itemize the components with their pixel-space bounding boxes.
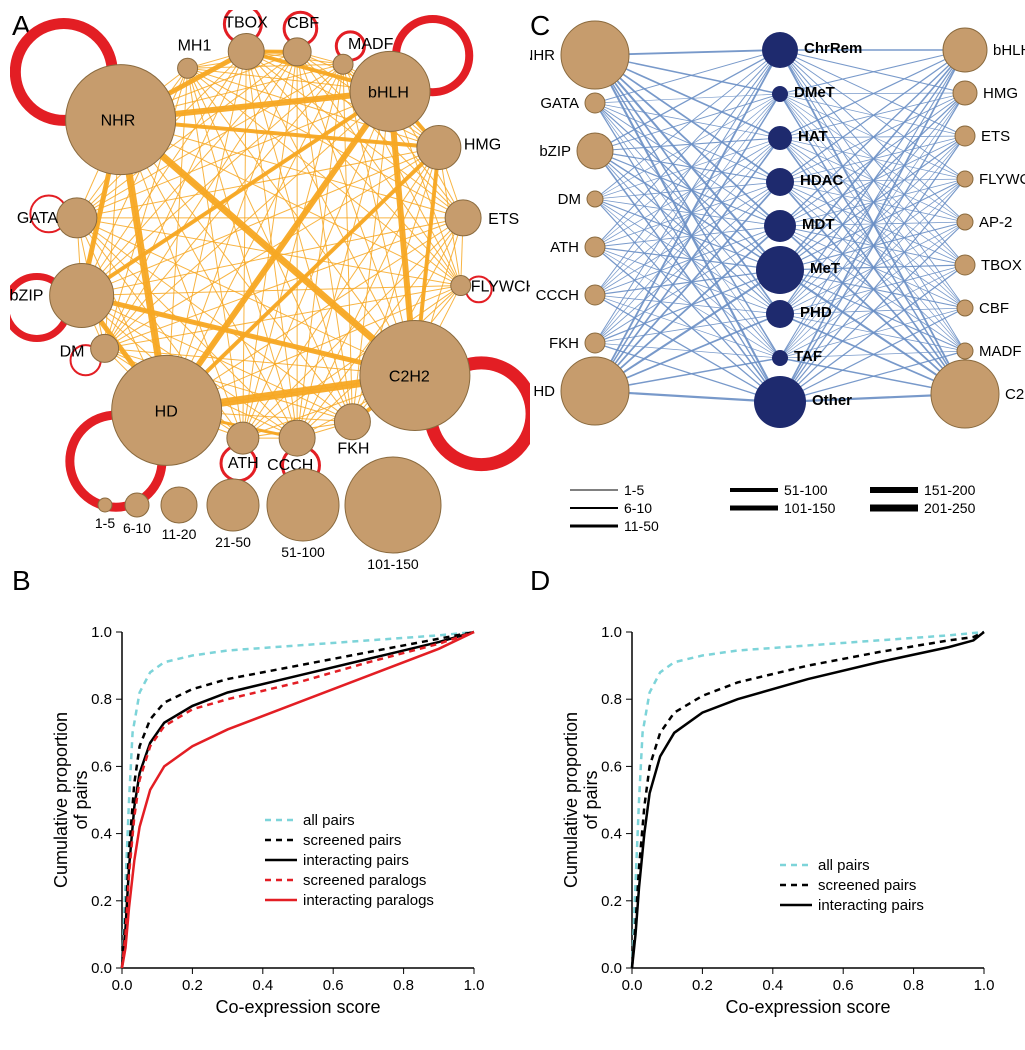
panel-D-chart: 0.0 0.2 0.4 0.6 0.8 1.0 0.0 0.2 0.4 0.6 0.8 1.0 Co-e… bbox=[520, 565, 1025, 1045]
svg-text:TAF: TAF bbox=[794, 348, 822, 365]
svg-text:HMG: HMG bbox=[464, 137, 501, 154]
svg-text:0.4: 0.4 bbox=[252, 977, 273, 994]
svg-text:Cumulative proportion: Cumulative proportion bbox=[51, 712, 71, 888]
svg-text:11-50: 11-50 bbox=[624, 518, 659, 534]
svg-text:HDAC: HDAC bbox=[800, 172, 843, 189]
panel-C-network: NHR GATA bZIP DM ATH CCCH FKH HD bHLH HMG ETS FLYWC… bbox=[530, 10, 1025, 570]
svg-text:CBF: CBF bbox=[979, 300, 1009, 317]
svg-text:GATA: GATA bbox=[540, 95, 579, 112]
svg-text:0.8: 0.8 bbox=[903, 977, 924, 994]
svg-text:all pairs: all pairs bbox=[818, 857, 870, 874]
svg-text:TBOX: TBOX bbox=[224, 14, 268, 31]
svg-text:1.0: 1.0 bbox=[601, 624, 622, 641]
svg-text:1.0: 1.0 bbox=[91, 624, 112, 641]
svg-text:1.0: 1.0 bbox=[464, 977, 485, 994]
svg-text:1-5: 1-5 bbox=[624, 482, 644, 498]
svg-text:ETS: ETS bbox=[488, 211, 519, 228]
svg-text:Co-expression score: Co-expression score bbox=[215, 997, 380, 1017]
svg-text:0.8: 0.8 bbox=[601, 691, 622, 708]
svg-text:0.6: 0.6 bbox=[323, 977, 344, 994]
svg-text:DM: DM bbox=[558, 191, 581, 208]
svg-text:6-10: 6-10 bbox=[624, 500, 652, 516]
svg-text:0.8: 0.8 bbox=[393, 977, 414, 994]
svg-text:of pairs: of pairs bbox=[71, 770, 91, 829]
svg-text:0.2: 0.2 bbox=[182, 977, 203, 994]
svg-text:201-250: 201-250 bbox=[924, 500, 976, 516]
svg-text:51-100: 51-100 bbox=[281, 544, 325, 560]
svg-text:1-5: 1-5 bbox=[95, 515, 115, 531]
svg-text:screened paralogs: screened paralogs bbox=[303, 872, 426, 889]
svg-text:0.2: 0.2 bbox=[601, 893, 622, 910]
svg-text:0.0: 0.0 bbox=[601, 960, 622, 977]
svg-text:interacting pairs: interacting pairs bbox=[818, 897, 924, 914]
svg-text:NHR: NHR bbox=[530, 47, 555, 64]
svg-text:21-50: 21-50 bbox=[215, 534, 251, 550]
svg-text:CBF: CBF bbox=[287, 15, 319, 32]
svg-text:6-10: 6-10 bbox=[123, 520, 151, 536]
svg-text:DM: DM bbox=[60, 343, 85, 360]
panel-A-network: TBOXMH1NHRGATAbZIPDMHDATHCCCHFKHC2H2FLYW… bbox=[10, 10, 530, 570]
svg-text:1.0: 1.0 bbox=[974, 977, 995, 994]
svg-text:0.0: 0.0 bbox=[112, 977, 133, 994]
svg-text:bHLH: bHLH bbox=[368, 84, 409, 101]
svg-text:of pairs: of pairs bbox=[581, 770, 601, 829]
svg-text:interacting pairs: interacting pairs bbox=[303, 852, 409, 869]
svg-text:0.2: 0.2 bbox=[692, 977, 713, 994]
panel-B-chart: 0.0 0.2 0.4 0.6 0.8 1.0 0.0 0.2 0.4 0.6 0.8 1.0 Co-e… bbox=[10, 565, 520, 1045]
svg-text:151-200: 151-200 bbox=[924, 482, 976, 498]
svg-text:0.6: 0.6 bbox=[833, 977, 854, 994]
svg-text:51-100: 51-100 bbox=[784, 482, 828, 498]
svg-text:C2H2: C2H2 bbox=[1005, 386, 1025, 403]
svg-text:MADF: MADF bbox=[348, 36, 394, 53]
svg-text:HAT: HAT bbox=[798, 128, 828, 145]
svg-text:AP-2: AP-2 bbox=[979, 214, 1012, 231]
svg-text:MADF: MADF bbox=[979, 343, 1022, 360]
svg-text:Co-expression score: Co-expression score bbox=[725, 997, 890, 1017]
svg-text:DMeT: DMeT bbox=[794, 84, 835, 101]
svg-text:NHR: NHR bbox=[101, 113, 136, 130]
svg-text:HMG: HMG bbox=[983, 85, 1018, 102]
svg-text:FLYWCH: FLYWCH bbox=[979, 171, 1025, 188]
svg-text:screened pairs: screened pairs bbox=[303, 832, 401, 849]
svg-text:MeT: MeT bbox=[810, 260, 840, 277]
svg-text:0.0: 0.0 bbox=[91, 960, 112, 977]
svg-text:TBOX: TBOX bbox=[981, 257, 1022, 274]
svg-text:CCCH: CCCH bbox=[536, 287, 579, 304]
svg-text:0.4: 0.4 bbox=[601, 826, 622, 843]
svg-text:Other: Other bbox=[812, 392, 852, 409]
svg-text:ATH: ATH bbox=[550, 239, 579, 256]
svg-text:GATA: GATA bbox=[17, 210, 59, 227]
svg-text:interacting paralogs: interacting paralogs bbox=[303, 892, 434, 909]
svg-text:Cumulative proportion: Cumulative proportion bbox=[561, 712, 581, 888]
svg-text:MDT: MDT bbox=[802, 216, 835, 233]
svg-text:0.0: 0.0 bbox=[622, 977, 643, 994]
svg-text:bHLH: bHLH bbox=[993, 42, 1025, 59]
figure-root: A C B D TBOXMH1NHRGATAbZIPDMHDATHCCCHFKH… bbox=[10, 10, 1015, 1040]
svg-text:0.8: 0.8 bbox=[91, 691, 112, 708]
svg-text:0.4: 0.4 bbox=[762, 977, 783, 994]
svg-text:screened pairs: screened pairs bbox=[818, 877, 916, 894]
svg-text:ATH: ATH bbox=[228, 455, 259, 472]
svg-text:11-20: 11-20 bbox=[162, 526, 197, 542]
svg-text:0.2: 0.2 bbox=[91, 893, 112, 910]
svg-text:FLYWCH: FLYWCH bbox=[471, 279, 530, 296]
svg-text:bZIP: bZIP bbox=[10, 287, 43, 304]
svg-text:all pairs: all pairs bbox=[303, 812, 355, 829]
svg-text:PHD: PHD bbox=[800, 304, 832, 321]
svg-text:C2H2: C2H2 bbox=[389, 368, 430, 385]
svg-text:ChrRem: ChrRem bbox=[804, 40, 862, 57]
svg-text:FKH: FKH bbox=[337, 441, 369, 458]
svg-text:0.6: 0.6 bbox=[601, 758, 622, 775]
svg-text:HD: HD bbox=[155, 403, 178, 420]
svg-text:HD: HD bbox=[533, 383, 555, 400]
svg-text:MH1: MH1 bbox=[178, 37, 212, 54]
svg-text:101-150: 101-150 bbox=[784, 500, 836, 516]
svg-text:0.6: 0.6 bbox=[91, 758, 112, 775]
svg-text:bZIP: bZIP bbox=[539, 143, 571, 160]
svg-text:ETS: ETS bbox=[981, 128, 1010, 145]
svg-text:0.4: 0.4 bbox=[91, 826, 112, 843]
svg-text:FKH: FKH bbox=[549, 335, 579, 352]
